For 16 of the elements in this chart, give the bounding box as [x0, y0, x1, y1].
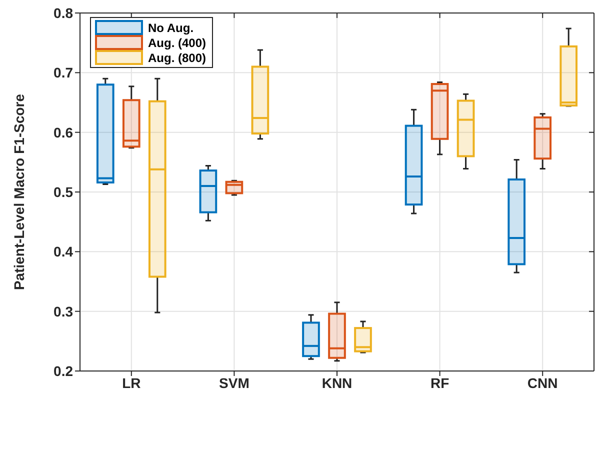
- x-tick-label: KNN: [322, 374, 352, 391]
- y-axis-title: Patient-Level Macro F1-Score: [10, 94, 27, 290]
- legend-label: Aug. (400): [148, 36, 206, 50]
- y-tick-label: 0.3: [54, 303, 74, 320]
- x-tick-label: LR: [122, 374, 141, 391]
- x-tick-label: CNN: [527, 374, 558, 391]
- legend-label: No Aug.: [148, 20, 194, 34]
- x-tick-label: SVM: [219, 374, 250, 391]
- y-tick-label: 0.7: [54, 64, 74, 81]
- y-tick-label: 0.8: [54, 4, 74, 21]
- y-tick-label: 0.5: [54, 184, 74, 200]
- y-tick-label: 0.6: [54, 124, 74, 140]
- legend-label: Aug. (800): [148, 50, 206, 64]
- x-tick-label: RF: [430, 374, 450, 391]
- y-tick-label: 0.4: [54, 244, 74, 260]
- y-tick-label: 0.2: [54, 362, 74, 379]
